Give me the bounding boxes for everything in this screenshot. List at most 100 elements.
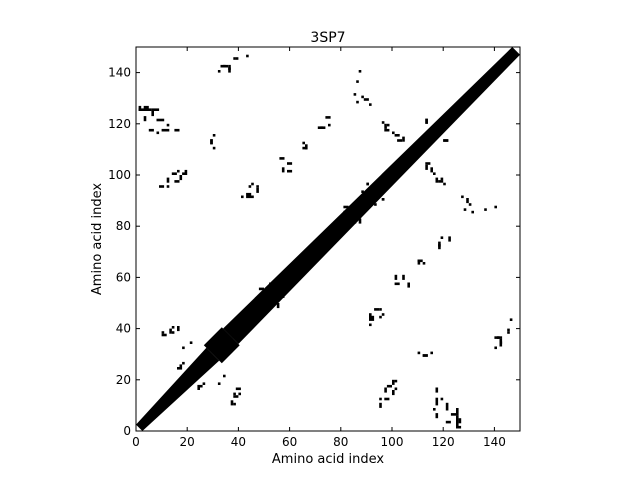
contact-cell bbox=[361, 190, 364, 193]
y-axis-ticks: 0 20 40 60 80 100 120 140 bbox=[108, 66, 520, 438]
contact-cell bbox=[448, 239, 451, 242]
contact-cell bbox=[450, 413, 456, 416]
contact-cell-mirror bbox=[379, 397, 382, 401]
contact-cell bbox=[456, 425, 462, 429]
contact-cell bbox=[233, 402, 236, 406]
contact-cell bbox=[161, 128, 170, 132]
contact-cell bbox=[425, 162, 431, 165]
contact-cell bbox=[217, 70, 221, 73]
contact-cell-mirror bbox=[394, 274, 398, 280]
contact-cell-mirror bbox=[189, 341, 193, 344]
x-axis-ticks: 0 20 40 60 80 100 120 140 bbox=[132, 47, 506, 449]
contact-cell bbox=[156, 118, 165, 122]
contact-cell bbox=[381, 313, 385, 316]
contact-cell-mirror bbox=[179, 175, 183, 181]
x-tick-label: 140 bbox=[483, 435, 506, 449]
contact-cell-mirror bbox=[251, 182, 254, 186]
contact-cell-mirror bbox=[166, 123, 170, 127]
x-tick-label: 100 bbox=[381, 435, 404, 449]
contact-cell-mirror bbox=[440, 177, 444, 181]
contact-cell bbox=[494, 336, 500, 339]
contact-cell-mirror bbox=[200, 384, 203, 388]
y-tick-label: 120 bbox=[108, 117, 131, 131]
contact-cell bbox=[223, 374, 226, 378]
contact-cell bbox=[407, 149, 413, 155]
contact-cell-mirror bbox=[148, 128, 154, 132]
contact-cell-mirror bbox=[197, 369, 200, 373]
contact-cell bbox=[394, 134, 400, 137]
contact-cell-mirror bbox=[394, 387, 398, 391]
contact-cell-mirror bbox=[379, 315, 382, 319]
contact-cell-mirror bbox=[281, 167, 285, 173]
contact-cell bbox=[174, 180, 180, 183]
y-tick-label: 20 bbox=[116, 373, 131, 387]
contact-cell bbox=[379, 402, 382, 408]
contact-cell-mirror bbox=[305, 144, 308, 150]
contact-cell bbox=[177, 169, 180, 173]
contact-cell bbox=[499, 338, 503, 344]
contact-cell bbox=[374, 308, 380, 311]
contact-cell-mirror bbox=[212, 134, 216, 137]
contact-cell bbox=[302, 146, 308, 150]
contact-cell bbox=[438, 241, 441, 247]
contact-cell bbox=[302, 141, 305, 145]
contact-cell-mirror bbox=[246, 195, 254, 199]
contact-cell-mirror bbox=[151, 111, 154, 117]
contact-cell-mirror bbox=[445, 402, 449, 411]
contact-cell-mirror bbox=[182, 361, 185, 365]
contact-cell bbox=[433, 172, 436, 175]
x-tick-label: 80 bbox=[333, 435, 348, 449]
contact-cell bbox=[328, 116, 331, 119]
contact-cell-mirror bbox=[363, 208, 367, 211]
contact-cell bbox=[386, 123, 390, 127]
contact-cell-mirror bbox=[417, 351, 421, 355]
contact-cell bbox=[169, 328, 172, 334]
contact-cell-mirror bbox=[402, 136, 405, 142]
contact-cell-mirror bbox=[463, 208, 467, 211]
contact-cell bbox=[279, 295, 285, 298]
x-tick-label: 20 bbox=[180, 435, 195, 449]
y-axis-label: Amino acid index bbox=[90, 183, 105, 295]
contact-cell-mirror bbox=[358, 218, 362, 224]
contact-cell-mirror bbox=[143, 116, 147, 122]
contact-cell-mirror bbox=[497, 336, 503, 339]
contact-cell-mirror bbox=[394, 379, 398, 383]
contact-cell bbox=[358, 70, 362, 73]
x-tick-label: 60 bbox=[282, 435, 297, 449]
contact-cell bbox=[235, 57, 239, 60]
contact-cell-mirror bbox=[246, 54, 249, 58]
contact-cell-mirror bbox=[456, 408, 459, 416]
contact-cell-mirror bbox=[494, 205, 497, 209]
contact-cell bbox=[384, 397, 390, 401]
contact-cell-mirror bbox=[412, 154, 418, 160]
contact-cell-mirror bbox=[279, 157, 285, 160]
contact-cell-mirror bbox=[276, 290, 282, 293]
contact-cell bbox=[430, 351, 433, 355]
contact-cell-mirror bbox=[499, 341, 503, 347]
contact-cell bbox=[194, 367, 198, 370]
contact-cell-mirror bbox=[233, 57, 236, 60]
contact-cell bbox=[287, 169, 293, 173]
contact-cell bbox=[174, 128, 180, 132]
contact-cell bbox=[179, 364, 183, 367]
y-tick-label: 100 bbox=[108, 168, 131, 182]
contact-cell bbox=[184, 169, 188, 173]
contact-cell bbox=[386, 384, 392, 388]
contact-cell-mirror bbox=[269, 282, 272, 288]
contact-cell bbox=[182, 346, 185, 350]
contact-cell-mirror bbox=[379, 308, 382, 311]
contact-cell bbox=[248, 185, 252, 188]
contact-cell bbox=[397, 139, 403, 142]
contact-cell bbox=[458, 418, 462, 424]
contact-cell-mirror bbox=[363, 98, 369, 101]
contact-cell-mirror bbox=[171, 172, 177, 175]
y-tick-label: 60 bbox=[116, 270, 131, 284]
contact-cell-mirror bbox=[435, 397, 439, 406]
contact-cell-mirror bbox=[435, 387, 439, 393]
contact-cell bbox=[425, 118, 428, 124]
contact-cell bbox=[384, 128, 390, 132]
contact-cell-mirror bbox=[435, 177, 439, 183]
contact-cell-mirror bbox=[371, 315, 375, 321]
contact-cell bbox=[241, 195, 244, 199]
contact-cell-mirror bbox=[430, 167, 433, 173]
